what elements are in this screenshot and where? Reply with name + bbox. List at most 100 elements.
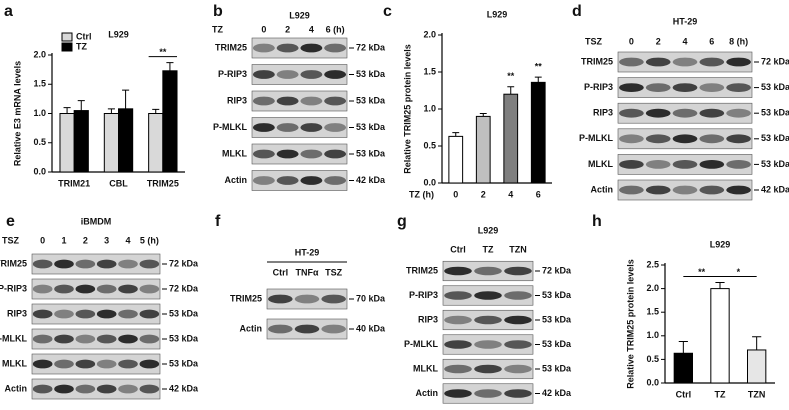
bar <box>73 110 89 173</box>
blot-band <box>672 134 698 144</box>
y-tick-label: 1.5 <box>423 66 436 76</box>
blot-band <box>300 123 323 132</box>
blot-strip <box>251 170 348 191</box>
error-bar <box>479 112 487 117</box>
blot-band <box>619 185 644 195</box>
x-tick-label: CBL <box>109 178 128 188</box>
row-label: Actin <box>5 383 28 393</box>
blot-band <box>645 108 671 118</box>
blot-band <box>474 291 502 300</box>
marker-label: 53 kDa <box>761 133 789 143</box>
panel-letter: b <box>213 3 223 20</box>
error-bar <box>122 89 130 109</box>
blot-strip <box>251 143 348 165</box>
row-label: P-MLKL <box>579 133 613 143</box>
blot-band <box>726 134 751 144</box>
bar <box>530 81 546 184</box>
panel-letter: h <box>592 213 602 230</box>
error-bar <box>152 108 160 114</box>
y-tick-label: 0.5 <box>423 140 436 150</box>
error-bar <box>166 62 174 71</box>
bar <box>118 108 134 173</box>
blot-band <box>504 291 532 300</box>
blot-band <box>139 384 160 394</box>
blot-band <box>504 340 532 349</box>
blot-band <box>324 70 347 79</box>
marker-label: 72 kDa <box>761 56 789 66</box>
x-tick-label: Ctrl <box>676 389 692 399</box>
chart-title: L929 <box>108 29 129 39</box>
blot-band <box>139 334 160 344</box>
y-tick-label: 0.5 <box>646 354 659 364</box>
blot-band <box>118 309 138 319</box>
blot-band <box>54 334 74 344</box>
significance-label: ** <box>535 62 543 72</box>
blot-band <box>252 43 275 53</box>
error-bar <box>63 107 71 114</box>
blot-band <box>645 57 671 67</box>
blot-band <box>96 284 117 294</box>
lane-label: 0 <box>261 24 266 34</box>
row-label: RIP3 <box>418 314 438 324</box>
blot-strip <box>251 37 348 59</box>
blot-band <box>139 309 160 319</box>
blot-band <box>672 108 698 118</box>
blot-band <box>32 334 53 344</box>
lane-label: 2 <box>83 235 88 245</box>
significance-label: ** <box>159 47 167 57</box>
blot-band <box>699 185 725 195</box>
blot-band <box>444 364 472 374</box>
blot-band <box>75 359 96 369</box>
blot-band <box>504 266 532 276</box>
row-label: P-RIP3 <box>584 82 613 92</box>
blot-band <box>300 70 323 79</box>
blot-strip <box>251 64 348 85</box>
condition-label: TZ <box>212 24 223 34</box>
y-tick-label: 1.5 <box>33 79 46 89</box>
blot-band <box>504 389 532 398</box>
blot-band <box>139 284 160 294</box>
blot-band <box>276 96 299 106</box>
bar <box>148 113 164 173</box>
blot-title: HT-29 <box>673 16 698 26</box>
error-bar <box>107 108 115 114</box>
blot-strip <box>266 288 348 310</box>
y-tick-label: 0.5 <box>33 137 46 147</box>
panel-letter: d <box>572 3 582 20</box>
lane-label: TNFα <box>295 267 318 277</box>
marker-label: 53 kDa <box>761 108 789 118</box>
blot-band <box>118 359 138 369</box>
blot-band <box>444 340 472 349</box>
blot-band <box>474 266 502 276</box>
row-label: Actin <box>225 175 248 185</box>
blot-band <box>619 57 644 67</box>
blot-strip <box>31 278 161 300</box>
marker-label: 40 kDa <box>356 323 386 333</box>
x-tick-label: TZN <box>748 389 766 399</box>
blot-band <box>32 309 53 319</box>
blot-band <box>324 96 347 106</box>
marker-label: 70 kDa <box>356 293 386 303</box>
row-label: Actin <box>591 184 614 194</box>
blot-band <box>294 294 320 304</box>
blot-band <box>672 83 698 92</box>
error-bar <box>752 336 762 350</box>
y-axis-label: Relative TRIM25 protein levels <box>402 44 412 174</box>
blot-band <box>504 364 532 374</box>
lane-label: 4 <box>682 36 687 46</box>
blot-band <box>619 108 644 118</box>
y-tick-label: 1.0 <box>423 103 436 113</box>
x-tick-label: TRIM21 <box>58 178 90 188</box>
y-axis-label: Relative TRIM25 protein levels <box>625 259 635 389</box>
marker-label: 53 kDa <box>169 358 199 368</box>
blot-band <box>268 324 293 334</box>
bar <box>475 115 491 184</box>
blot-title: iBMDM <box>81 216 112 226</box>
marker-label: 72 kDa <box>169 283 199 293</box>
row-label: TRIM25 <box>230 293 262 303</box>
legend-swatch <box>61 42 73 52</box>
blot-title: L929 <box>289 10 310 20</box>
blot-band <box>699 108 725 118</box>
blot-band <box>276 43 299 53</box>
